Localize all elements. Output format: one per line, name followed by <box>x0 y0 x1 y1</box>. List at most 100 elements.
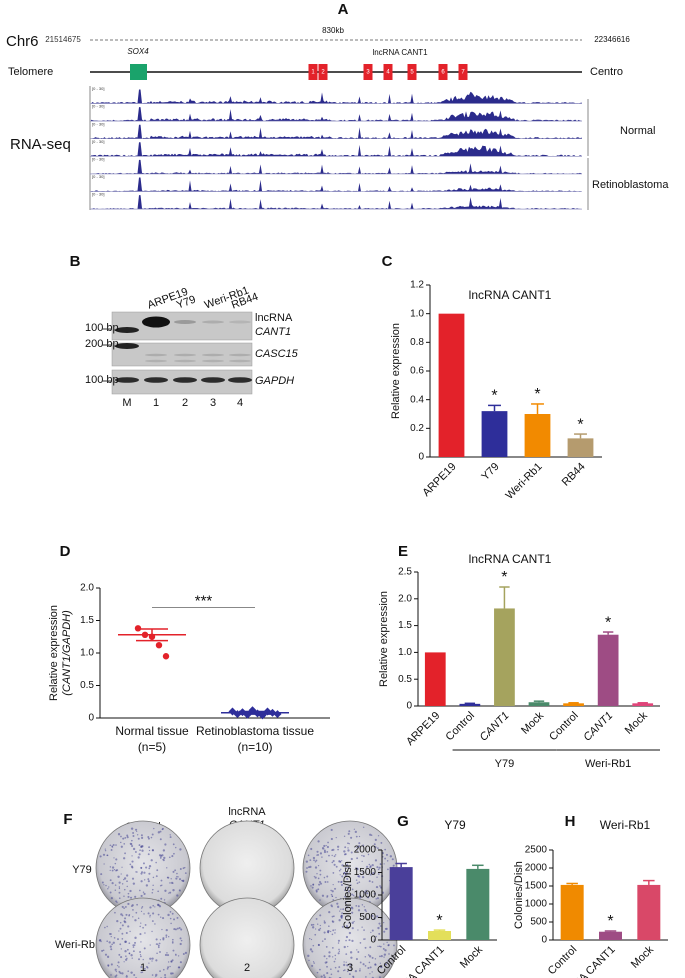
colony <box>323 974 325 977</box>
colony <box>152 876 155 879</box>
colony <box>340 915 343 918</box>
gel-band <box>202 359 224 363</box>
coverage-track <box>91 89 582 104</box>
colony <box>373 939 376 942</box>
colony <box>312 944 315 947</box>
colony <box>132 916 134 918</box>
colony <box>326 875 329 878</box>
colony <box>143 892 146 896</box>
colony <box>103 884 105 886</box>
panel-label: F <box>63 811 72 828</box>
colony <box>339 874 341 876</box>
colony <box>172 949 175 952</box>
colony <box>110 935 112 938</box>
colony <box>347 832 350 835</box>
colony <box>179 848 182 851</box>
colony <box>104 953 108 956</box>
colony <box>134 919 137 922</box>
colony <box>116 901 118 904</box>
colony <box>326 851 329 853</box>
colony <box>147 836 150 838</box>
colony <box>363 938 365 941</box>
colony <box>164 973 167 976</box>
colony <box>164 843 167 846</box>
y-axis-label: Colonies/Dish <box>513 861 525 929</box>
colony <box>370 834 373 836</box>
colony <box>140 971 142 974</box>
colony <box>363 929 365 931</box>
colony <box>366 892 369 895</box>
colony <box>148 872 151 875</box>
colony <box>151 920 154 922</box>
band-label: CASC15 <box>255 348 299 360</box>
colony <box>132 944 135 947</box>
colony <box>383 943 385 945</box>
lncrna-label: lncRNA CANT1 <box>372 48 428 57</box>
band-label: CANT1 <box>255 326 291 338</box>
colony <box>124 950 127 953</box>
colony <box>135 871 137 873</box>
right-end: Centro <box>590 66 623 78</box>
colony <box>325 860 328 863</box>
colony <box>121 972 124 975</box>
colony <box>124 852 126 855</box>
colony <box>367 966 370 970</box>
colony <box>159 884 162 887</box>
colony <box>133 973 136 976</box>
colony <box>178 926 181 929</box>
colony <box>331 915 334 918</box>
colony <box>140 834 143 837</box>
colony <box>314 933 317 936</box>
track-scale: [0 - 30] <box>92 174 104 179</box>
colony <box>393 944 395 947</box>
colony <box>362 844 365 847</box>
track-label: RNA-seq <box>10 136 71 153</box>
colony <box>164 889 167 892</box>
colony <box>316 850 319 853</box>
colony <box>101 949 104 952</box>
colony <box>152 849 154 852</box>
colony <box>167 961 170 963</box>
colony <box>140 910 143 913</box>
y-tick-label: 0.5 <box>398 674 412 685</box>
colony <box>323 844 326 848</box>
colony <box>127 925 130 928</box>
colony <box>114 862 117 865</box>
colony <box>132 946 135 948</box>
exon <box>407 64 417 80</box>
colony <box>309 948 313 951</box>
colony <box>140 965 143 969</box>
colony <box>139 849 141 852</box>
colony <box>141 871 143 874</box>
colony <box>337 848 339 851</box>
bar <box>632 703 654 706</box>
colony <box>154 923 156 925</box>
marker-label: 100 bp <box>85 374 119 386</box>
colony <box>132 950 135 953</box>
colony <box>332 859 335 863</box>
data-point <box>258 711 267 720</box>
colony <box>117 833 121 836</box>
data-point <box>155 642 163 649</box>
colony <box>350 906 353 909</box>
colony <box>331 905 333 908</box>
colony <box>361 875 365 879</box>
exon-number: 4 <box>386 70 390 76</box>
colony <box>107 888 109 890</box>
colony <box>127 970 130 972</box>
colony <box>331 947 334 949</box>
colony <box>373 892 377 895</box>
colony <box>379 962 381 964</box>
colony <box>152 912 155 915</box>
colony <box>115 900 117 903</box>
data-point <box>141 631 149 638</box>
colony <box>139 889 141 892</box>
colony <box>310 923 313 926</box>
y-tick-label: 1000 <box>354 890 377 901</box>
colony <box>127 892 130 895</box>
colony <box>338 948 340 951</box>
colony <box>126 874 129 877</box>
colony <box>169 917 172 920</box>
colony <box>351 888 354 891</box>
colony <box>131 855 133 857</box>
